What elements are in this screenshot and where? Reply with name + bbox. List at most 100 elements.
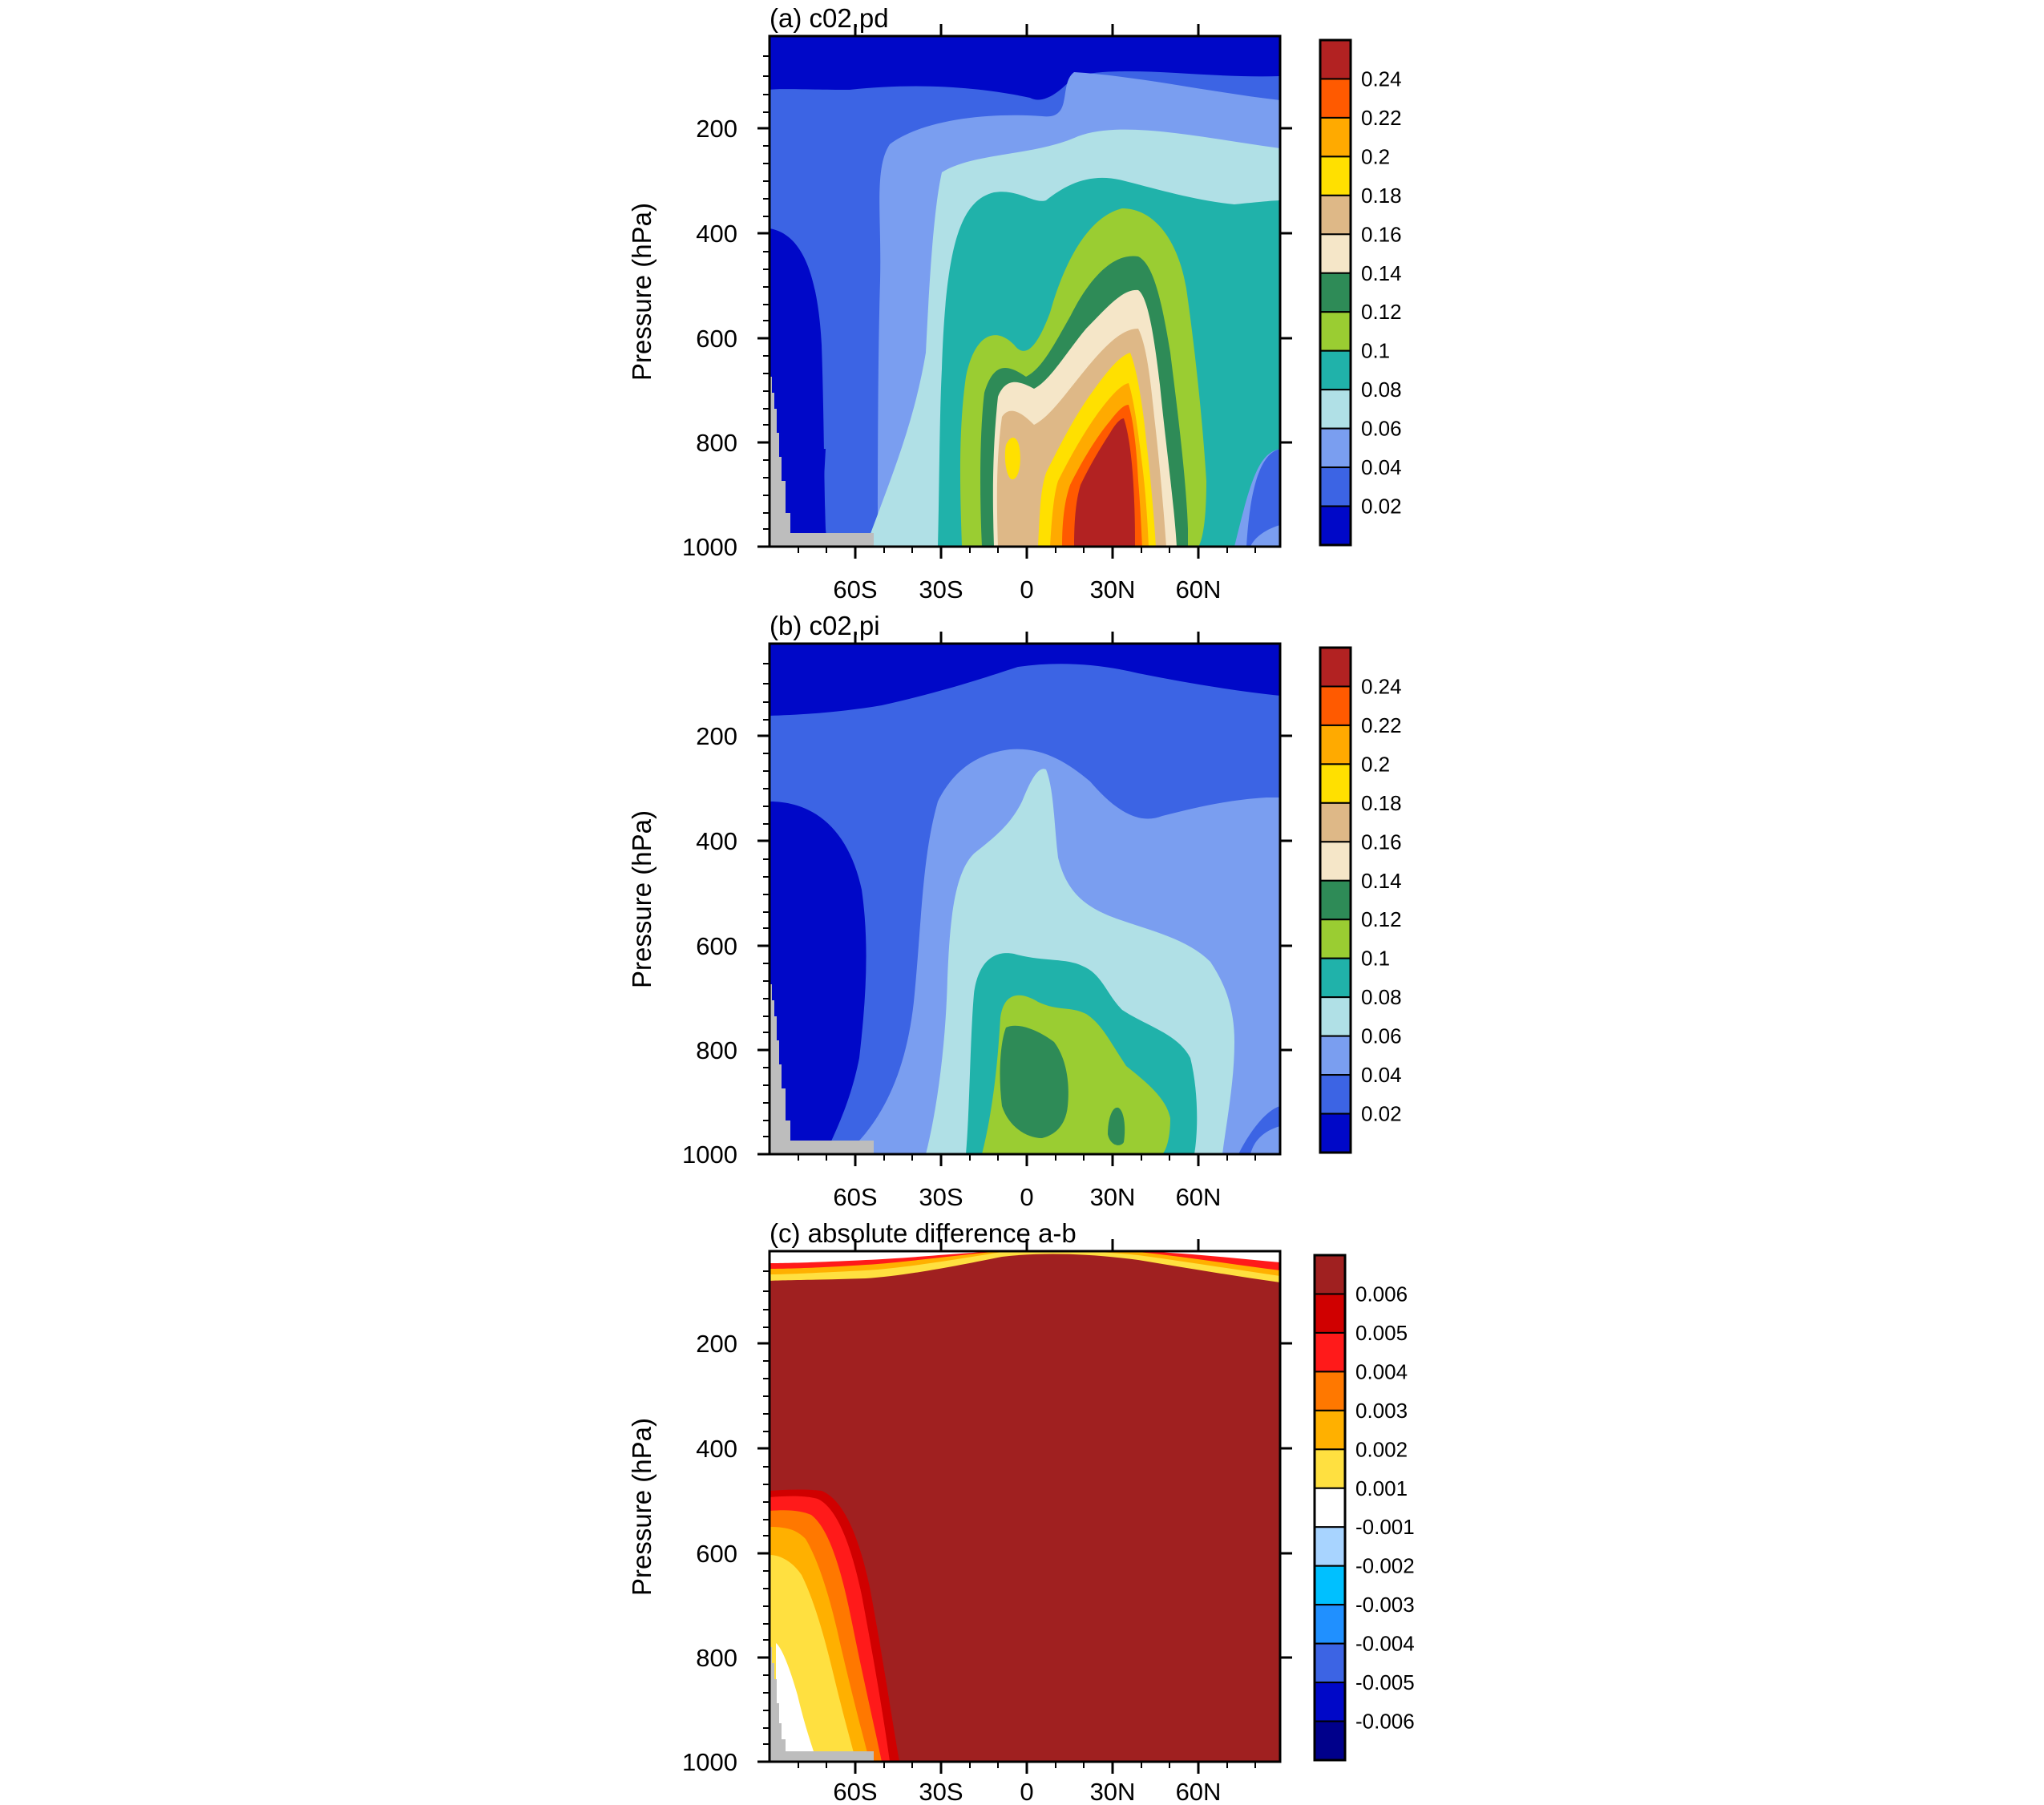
panel-c-ytick-major — [757, 1342, 1292, 1763]
contour-a-018-left — [1004, 437, 1020, 480]
panel-b-ytick-minor — [763, 663, 770, 1137]
colorbar-c-bin — [1314, 1254, 1346, 1295]
colorbar-a-bin — [1319, 466, 1351, 507]
colorbar-a-label: 0.04 — [1361, 455, 1402, 479]
panel-b-xtick-labels: 60S 30S 0 30N 60N — [833, 1183, 1221, 1211]
colorbar-c-label: -0.002 — [1355, 1554, 1415, 1578]
panel-b-xtick-label: 0 — [1020, 1183, 1033, 1211]
colorbar-b-bin — [1319, 879, 1351, 921]
panel-c: (c) absolute difference a-b 200 400 — [627, 1218, 1415, 1805]
panel-b-ytick-label: 200 — [696, 722, 737, 750]
panel-a-colorbar: 0.24 0.22 0.2 0.18 0.16 0.14 0.12 0.1 0.08 0.06 0.… — [1319, 38, 1402, 547]
colorbar-c-bin — [1314, 1371, 1346, 1411]
panel-c-ytick-labels: 200 400 600 800 1000 — [682, 1330, 737, 1776]
panel-a-xtick-labels: 60S 30S 0 30N 60N — [833, 575, 1221, 604]
panel-b-ytick-labels: 200 400 600 800 1000 — [682, 722, 737, 1169]
panel-c-yaxis — [757, 1270, 1292, 1763]
colorbar-a-bin — [1319, 427, 1351, 469]
colorbar-c-bin — [1314, 1487, 1346, 1528]
panel-a-xtick-label: 60N — [1176, 575, 1222, 604]
colorbar-c-bin — [1314, 1682, 1346, 1722]
panel-b-ylabel: Pressure (hPa) — [627, 810, 656, 988]
colorbar-a-bin — [1319, 233, 1351, 274]
contour-a-top — [770, 36, 1280, 100]
panel-b-colorbar: 0.24 0.22 0.2 0.18 0.16 0.14 0.12 0.1 0.08 0.06 0.… — [1319, 646, 1402, 1154]
colorbar-a-bin — [1319, 272, 1351, 313]
colorbar-a-bin — [1319, 39, 1351, 80]
colorbar-c-bin — [1314, 1409, 1346, 1451]
panel-b-frame — [768, 642, 1282, 1156]
colorbar-a-label: 0.08 — [1361, 378, 1402, 402]
colorbar-a-bin — [1319, 194, 1351, 236]
colorbar-b-bin — [1319, 919, 1351, 959]
panel-c-ytick-label: 400 — [696, 1435, 737, 1463]
colorbar-a-frame — [1319, 38, 1352, 547]
colorbar-b-bin — [1319, 802, 1351, 843]
colorbar-a-bin — [1319, 349, 1351, 391]
panel-a-ytick-label: 200 — [696, 115, 737, 143]
panel-a-xaxis — [798, 24, 1256, 559]
colorbar-c-label: -0.005 — [1355, 1670, 1415, 1694]
colorbar-c-label: -0.006 — [1355, 1710, 1415, 1734]
colorbar-a-label: 0.14 — [1361, 261, 1402, 285]
orography-c — [770, 1647, 874, 1762]
panel-b-xtick-label: 60N — [1176, 1183, 1222, 1211]
panel-a-xtick-major — [854, 24, 1200, 559]
colorbar-b-label: 0.2 — [1361, 752, 1390, 776]
colorbar-b-bin — [1319, 1112, 1351, 1153]
colorbar-b-label: 0.04 — [1361, 1063, 1402, 1087]
colorbar-b-bin — [1319, 841, 1351, 882]
panel-c-ytick-label: 200 — [696, 1330, 737, 1358]
panel-c-xaxis — [798, 1239, 1256, 1774]
panel-a-ytick-label: 600 — [696, 325, 737, 353]
contour-b-right-corner — [1250, 1126, 1280, 1154]
panel-b-yaxis — [757, 663, 1292, 1156]
panel-b-xtick-label: 30S — [919, 1183, 963, 1211]
panel-b-xtick-label: 60S — [833, 1183, 877, 1211]
panel-a-xtick-label: 0 — [1020, 575, 1033, 604]
panel-a-ylabel: Pressure (hPa) — [627, 203, 656, 381]
panel-b-contours — [770, 644, 1280, 1154]
orography-b — [770, 984, 874, 1154]
panel-a-ytick-labels: 200 400 600 800 1000 — [682, 115, 737, 561]
panel-a-ytick-label: 1000 — [682, 533, 737, 561]
colorbar-a-bin — [1319, 389, 1351, 430]
panel-a-xtick-label: 30N — [1090, 575, 1136, 604]
colorbar-b-label: 0.08 — [1361, 985, 1402, 1009]
contour-c-top-white — [770, 1251, 1280, 1263]
colorbar-c-label: 0.003 — [1355, 1399, 1408, 1423]
panel-c-xtick-label: 60S — [833, 1778, 877, 1805]
contour-c-left-white — [776, 1643, 850, 1762]
orography-a — [770, 377, 874, 547]
panel-c-ytick-label: 800 — [696, 1644, 737, 1672]
colorbar-b-frame — [1319, 646, 1352, 1154]
colorbar-a-label: 0.22 — [1361, 106, 1402, 130]
colorbar-c-label: 0.005 — [1355, 1321, 1408, 1345]
panel-c-colorbar: 0.006 0.005 0.004 0.003 0.002 0.001 -0.001 -0.0… — [1313, 1254, 1415, 1762]
panel-a-frame — [768, 34, 1282, 548]
colorbar-b-label: 0.14 — [1361, 869, 1402, 893]
panel-a-ytick-minor — [763, 55, 770, 530]
colorbar-c-frame — [1313, 1254, 1347, 1762]
colorbar-a-bin — [1319, 311, 1351, 352]
colorbar-c-label: -0.003 — [1355, 1593, 1415, 1617]
panel-c-xtick-major — [854, 1239, 1200, 1774]
colorbar-c-label: 0.001 — [1355, 1476, 1408, 1500]
panel-b-xaxis — [798, 632, 1256, 1166]
panel-c-xtick-label: 30N — [1090, 1778, 1136, 1805]
panel-a-xtick-label: 30S — [919, 575, 963, 604]
colorbar-a-label: 0.2 — [1361, 144, 1390, 168]
panel-c-xtick-minor — [798, 1762, 1256, 1768]
colorbar-a-bin — [1319, 116, 1351, 158]
contour-a-right-corner — [1250, 525, 1280, 547]
contour-b-left-core — [770, 802, 866, 1154]
panel-b-ytick-label: 400 — [696, 827, 737, 855]
panel-b-xtick-minor — [798, 1154, 1256, 1161]
colorbar-c-label: -0.004 — [1355, 1632, 1415, 1656]
panel-a-xtick-minor — [798, 547, 1256, 553]
contour-b-012-small — [1108, 1107, 1125, 1145]
panel-b-ytick-label: 600 — [696, 932, 737, 960]
colorbar-c-label: -0.001 — [1355, 1515, 1415, 1539]
colorbar-b-bin — [1319, 1035, 1351, 1076]
panel-b-xtick-major — [854, 632, 1200, 1166]
